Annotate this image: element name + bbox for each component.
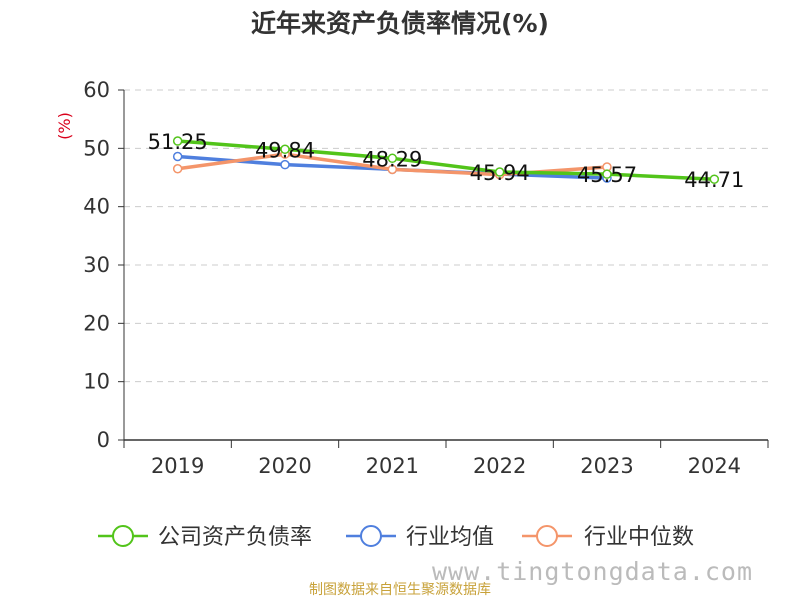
legend-marker bbox=[360, 525, 382, 547]
x-tick-label: 2020 bbox=[258, 454, 311, 478]
legend: 公司资产负债率 行业均值 行业中位数 bbox=[98, 525, 694, 550]
y-tick-label: 0 bbox=[97, 428, 110, 452]
data-label: 45.57 bbox=[577, 163, 637, 187]
data-label: 48.29 bbox=[362, 147, 422, 171]
series-lines bbox=[172, 136, 720, 184]
data-point bbox=[280, 159, 290, 170]
data-point bbox=[387, 164, 398, 175]
y-tick-label: 10 bbox=[83, 370, 110, 394]
data-label: 45.94 bbox=[470, 161, 530, 185]
legend-marker bbox=[536, 525, 558, 547]
source-note: 制图数据来自恒生聚源数据库 bbox=[309, 582, 491, 598]
data-point bbox=[172, 164, 183, 174]
y-axis-label: (%) bbox=[55, 112, 74, 140]
y-tick-label: 50 bbox=[83, 136, 110, 160]
y-tick-label: 20 bbox=[83, 311, 110, 335]
data-labels: 51.25 49.84 48.29 45.94 45.57 44.71 bbox=[148, 130, 745, 192]
data-point bbox=[602, 169, 612, 179]
series-line-0 bbox=[175, 139, 717, 181]
x-tick-label: 2022 bbox=[473, 454, 526, 478]
data-point bbox=[172, 136, 183, 146]
legend-label: 公司资产负债率 bbox=[158, 525, 312, 550]
x-tick-label: 2021 bbox=[366, 454, 419, 478]
x-tick-label: 2023 bbox=[580, 454, 633, 478]
legend-label: 行业均值 bbox=[406, 525, 494, 550]
axes: 0 10 20 30 40 50 60 (%) 2019 2020 2021 2022 2023 2024 bbox=[55, 78, 769, 478]
x-tick-label: 2019 bbox=[151, 454, 204, 478]
y-tick-label: 40 bbox=[83, 195, 110, 219]
data-label: 51.25 bbox=[148, 130, 208, 154]
grid-lines bbox=[124, 89, 768, 383]
data-point bbox=[387, 153, 398, 164]
data-point bbox=[709, 174, 720, 184]
data-label: 49.84 bbox=[255, 138, 315, 162]
legend-marker bbox=[112, 525, 134, 547]
y-tick-label: 60 bbox=[83, 78, 110, 102]
chart-title: 近年来资产负债率情况(%) bbox=[251, 9, 549, 38]
data-point bbox=[172, 151, 183, 162]
y-tick-label: 30 bbox=[83, 253, 110, 277]
data-label: 44.71 bbox=[684, 168, 744, 192]
data-point bbox=[494, 167, 505, 177]
x-tick-label: 2024 bbox=[688, 454, 741, 478]
watermark: www.tingtongdata.com bbox=[432, 557, 754, 586]
legend-label: 行业中位数 bbox=[584, 525, 694, 550]
data-point bbox=[280, 144, 290, 155]
